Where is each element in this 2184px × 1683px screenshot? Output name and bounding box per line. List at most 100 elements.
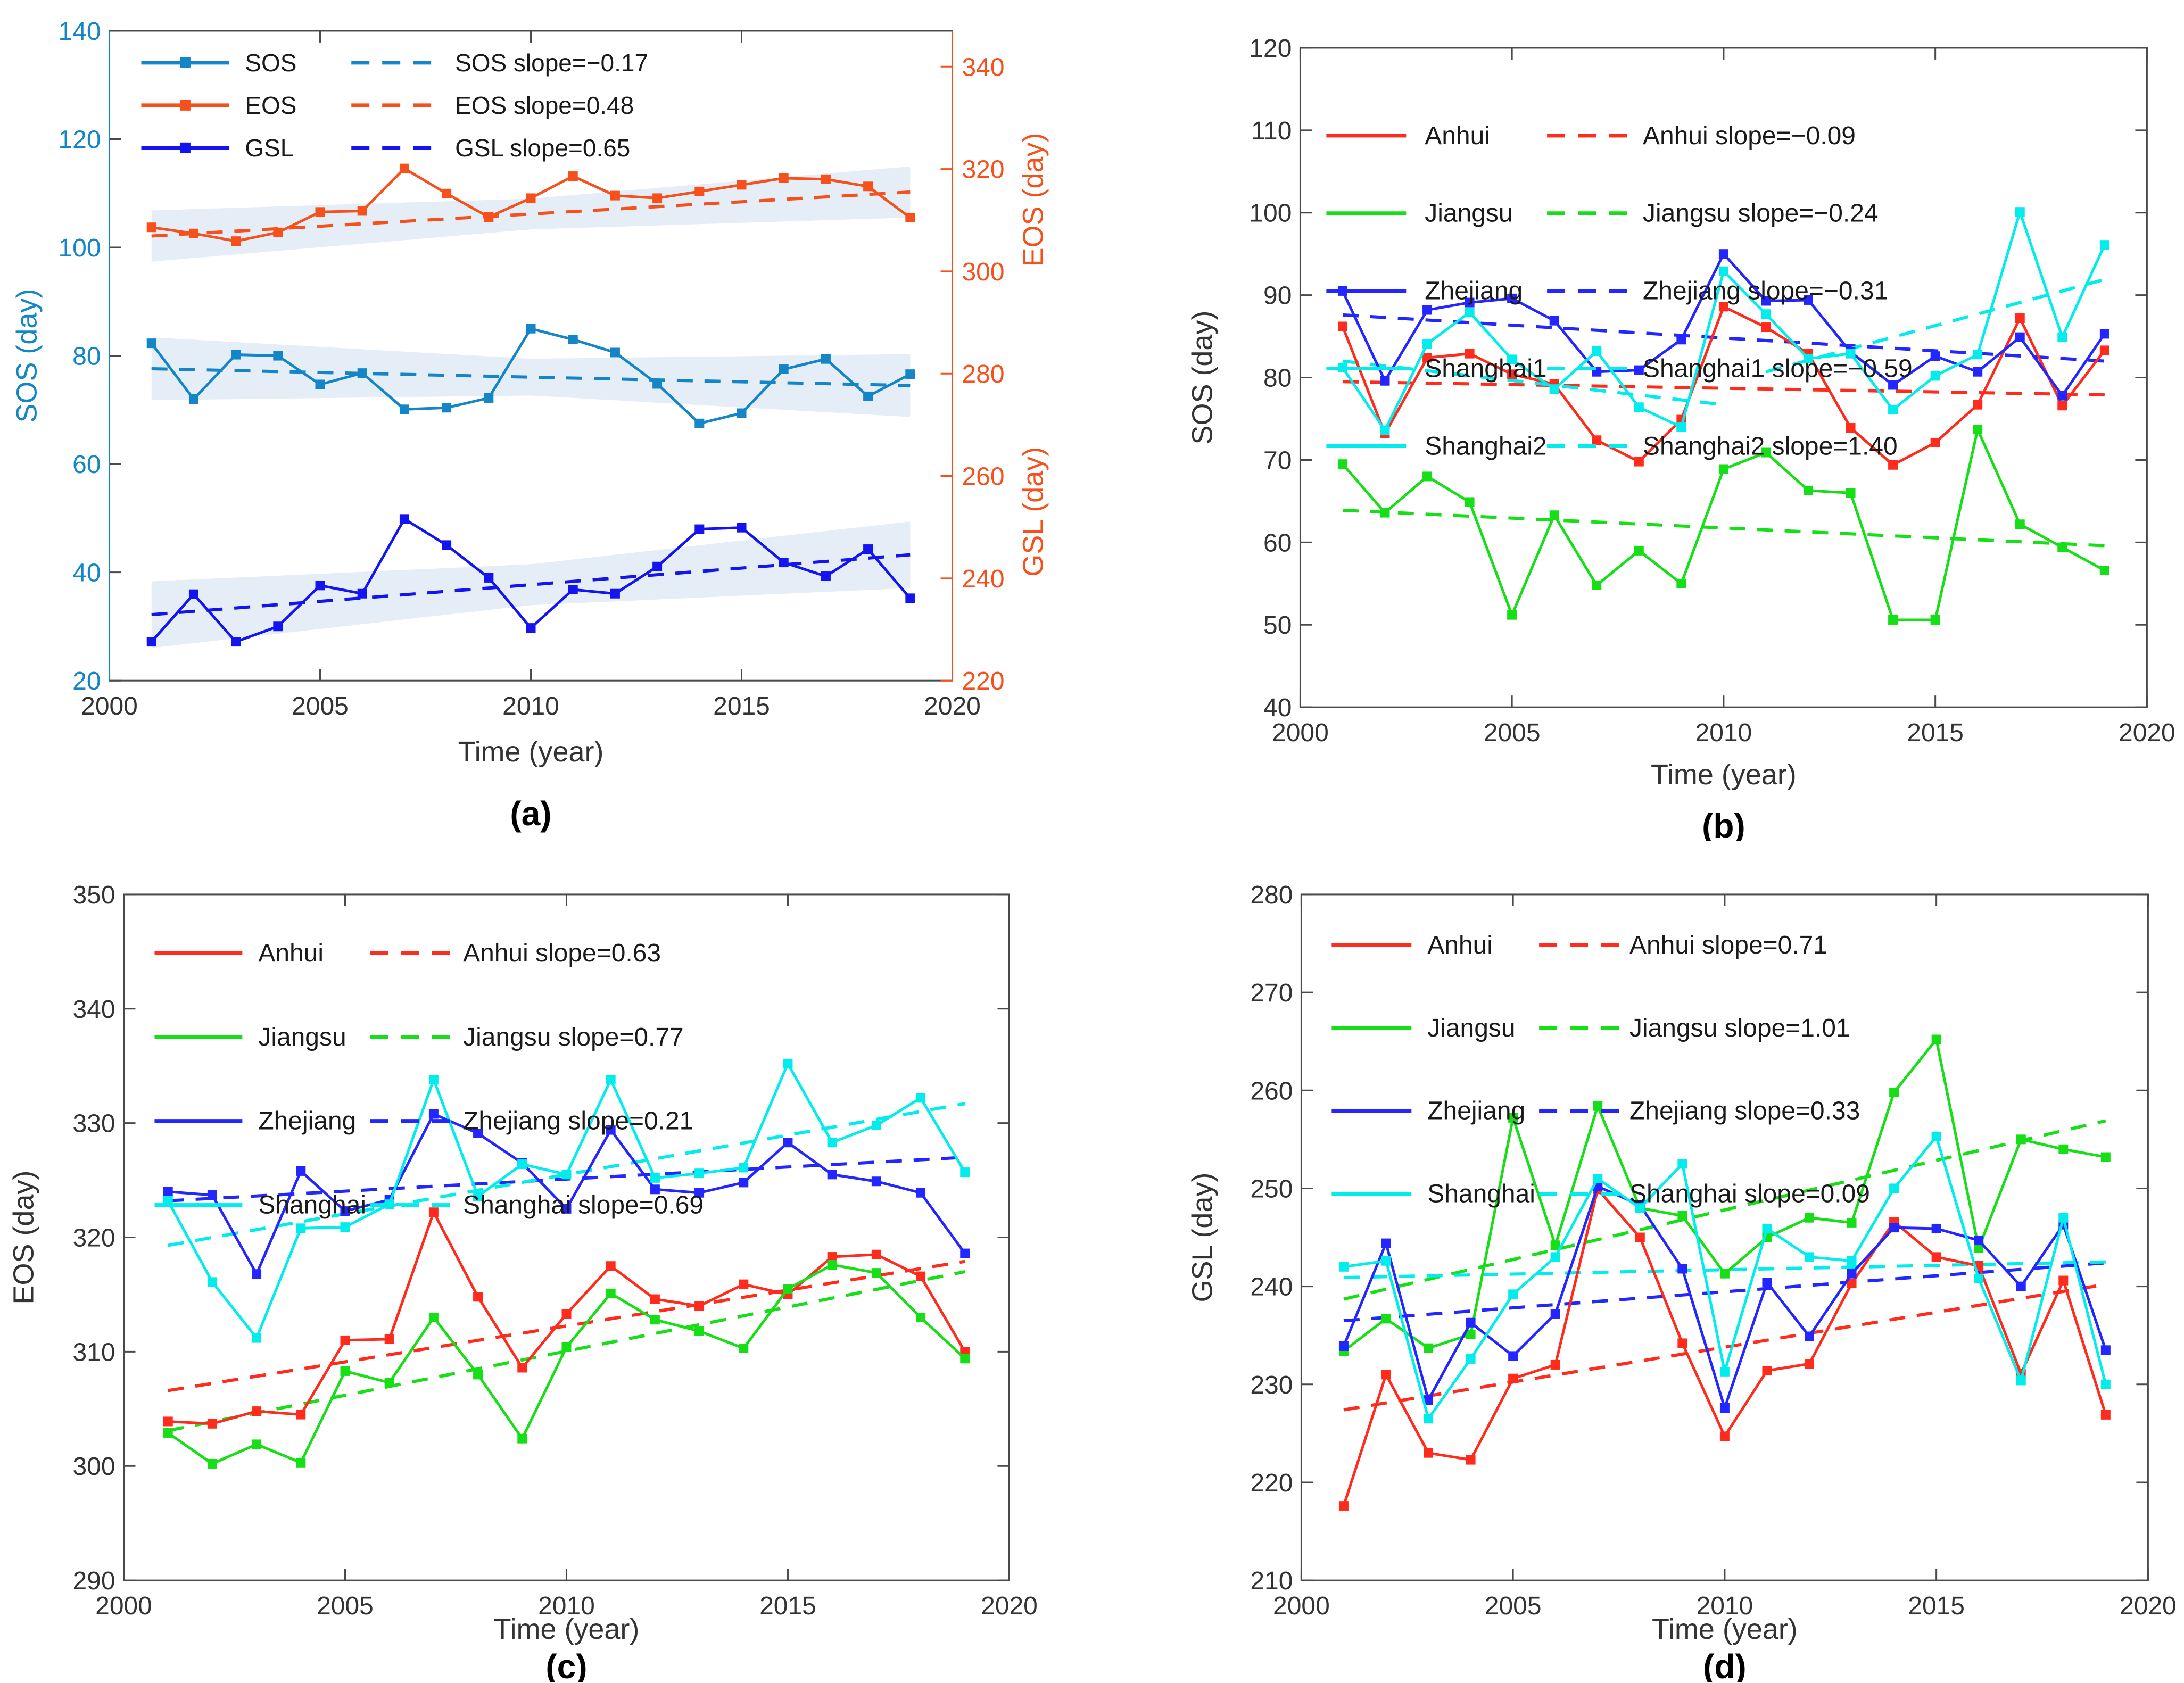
trend-line-zhejiang: [1343, 1261, 2106, 1323]
y-tick-label: 250: [1250, 1175, 1293, 1203]
y-tick-label: 280: [1250, 881, 1293, 909]
trend-line-sos: [151, 367, 911, 387]
y-tick-label: 100: [1249, 200, 1292, 228]
series-markers-shanghai: [1338, 1131, 2111, 1424]
y-tick-label: 120: [59, 126, 101, 154]
x-tick-label: 2005: [292, 692, 349, 720]
x-tick-label: 2010: [1695, 719, 1752, 747]
legend-item-sos: SOS SOS slope=−0.17: [141, 49, 648, 77]
legend-item-zhejiang: Zhejiang Zhejiang slope=0.33: [1331, 1097, 1860, 1125]
legend-item-gsl: GSL GSL slope=0.65: [141, 134, 630, 162]
legend-series-label: Shanghai: [1427, 1180, 1535, 1208]
x-tick-label: 2000: [1273, 1592, 1330, 1620]
x-ticks: [1300, 894, 2149, 1581]
legend-item-anhui: Anhui Anhui slope=0.71: [1331, 931, 1827, 959]
legend-item-zhejiang: Zhejiang Zhejiang slope=−0.31: [1326, 277, 1888, 305]
y-tick-label: 290: [72, 1567, 115, 1595]
y-tick-label: 90: [1263, 282, 1292, 310]
legend-item-eos: EOS EOS slope=0.48: [141, 92, 634, 119]
legend-series-label: Shanghai1: [1425, 355, 1546, 383]
series-markers-jiangsu: [1337, 425, 2109, 625]
x-tick-label: 2015: [1908, 1592, 1965, 1620]
y-axis-label: SOS (day): [1187, 311, 1219, 445]
panel-b: 2000 2005 2010 2015 2020 40 50 60 70 80 90 100 110 12…: [1092, 0, 2184, 841]
legend-item-shanghai: Shanghai Shanghai slope=0.09: [1331, 1180, 1870, 1208]
legend-marker: [179, 57, 191, 68]
chart-panel-c: 2000 2005 2010 2015 2020 290 300 310 320 330 340 35…: [8, 881, 1038, 1682]
legend-marker: [179, 142, 191, 153]
y-tick-label: 100: [59, 234, 101, 262]
y-tick-label: 50: [1263, 611, 1292, 640]
series-markers-anhui: [163, 1207, 970, 1429]
y-tick-label: 80: [1263, 364, 1292, 393]
y-tick-label: 230: [1250, 1371, 1293, 1399]
series-markers-anhui: [1338, 1184, 2111, 1511]
series-markers-zhejiang: [1337, 249, 2109, 401]
legend-trend-label: EOS slope=0.48: [455, 92, 634, 119]
y-ticks: [1300, 47, 2147, 708]
trend-line-jiangsu: [1342, 508, 2105, 548]
y-tick-label: 70: [1263, 446, 1292, 475]
legend-trend-label: GSL slope=0.65: [455, 134, 630, 162]
series-line-jiangsu: [167, 1263, 966, 1465]
x-tick-label: 2010: [1697, 1592, 1753, 1620]
y-tick-label: 120: [1249, 35, 1292, 63]
trend-line-anhui: [168, 1259, 965, 1392]
y-axis-label: GSL (day): [1187, 1173, 1219, 1303]
legend-series-label: SOS: [245, 49, 296, 77]
y-tick-label: 210: [1250, 1567, 1293, 1595]
right-tick-label: 340: [962, 53, 1005, 81]
y-tick-label: 60: [1263, 529, 1292, 557]
y-tick-label: 220: [1250, 1469, 1293, 1497]
legend-marker: [179, 100, 191, 111]
legend-series-label: Jiangsu: [1427, 1014, 1515, 1042]
right-tick-label: 220: [962, 667, 1005, 695]
legend-item-shanghai2: Shanghai2 Shanghai2 slope=1.40: [1326, 432, 1898, 460]
legend-item-anhui: Anhui Anhui slope=0.63: [154, 939, 661, 967]
x-tick-label: 2020: [981, 1592, 1038, 1620]
legend-item-shanghai1: Shanghai1 Shanghai1 slope=−0.59: [1326, 355, 1913, 383]
legend-series-label: Anhui: [258, 939, 324, 967]
series-markers-eos: [146, 163, 915, 246]
y-axis-label: EOS (day): [8, 1171, 40, 1305]
x-tick-label: 2000: [95, 1592, 152, 1620]
plot-border: [1300, 893, 2149, 1581]
y-tick-label: 340: [72, 996, 115, 1024]
series-markers-zhejiang: [1338, 1181, 2111, 1413]
y-tick-label: 300: [72, 1453, 115, 1481]
legend-series-label: Zhejiang: [258, 1107, 356, 1135]
y-ticks: [1301, 893, 2148, 1581]
y-ticks: [109, 30, 121, 682]
confidence-band-gsl: [151, 521, 911, 648]
y-tick-label: 40: [1263, 694, 1292, 722]
legend-series-label: Anhui: [1425, 122, 1490, 150]
x-tick-label: 2020: [2119, 719, 2175, 747]
legend-series-label: Zhejiang: [1427, 1097, 1525, 1125]
confidence-band-eos: [151, 166, 911, 262]
trend-line-jiangsu: [1343, 1119, 2106, 1301]
series-markers-jiangsu: [163, 1260, 970, 1469]
legend-series-label: GSL: [245, 134, 294, 162]
x-tick-label: 2005: [317, 1592, 374, 1620]
x-ticks: [1299, 47, 2148, 708]
chart-panel-b: 2000 2005 2010 2015 2020 40 50 60 70 80 90 100 110 12…: [1187, 35, 2175, 841]
legend-trend-label: Shanghai2 slope=1.40: [1643, 432, 1898, 460]
x-axis-label: Time (year): [458, 736, 604, 768]
right-tick-label: 280: [962, 360, 1005, 388]
series-markers-shanghai: [163, 1058, 970, 1343]
legend-trend-label: Anhui slope=0.71: [1629, 931, 1827, 959]
panel-caption: (a): [510, 794, 551, 833]
trend-line-anhui: [1343, 1282, 2106, 1412]
plot-border: [123, 893, 1010, 1581]
right-tick-label: 300: [962, 258, 1005, 286]
right-tick-label: 260: [962, 463, 1005, 491]
y-tick-label: 240: [1250, 1273, 1293, 1301]
panel-caption: (d): [1703, 1647, 1747, 1682]
right-axis-label: GSL (day): [1017, 447, 1049, 577]
legend-item-jiangsu: Jiangsu Jiangsu slope=−0.24: [1326, 200, 1879, 228]
y-tick-label: 350: [72, 881, 115, 909]
legend-item-shanghai: Shanghai Shanghai slope=0.69: [154, 1191, 704, 1220]
x-axis-label: Time (year): [494, 1613, 640, 1645]
y-tick-label: 110: [1251, 117, 1292, 145]
legend-series-label: EOS: [245, 92, 296, 119]
